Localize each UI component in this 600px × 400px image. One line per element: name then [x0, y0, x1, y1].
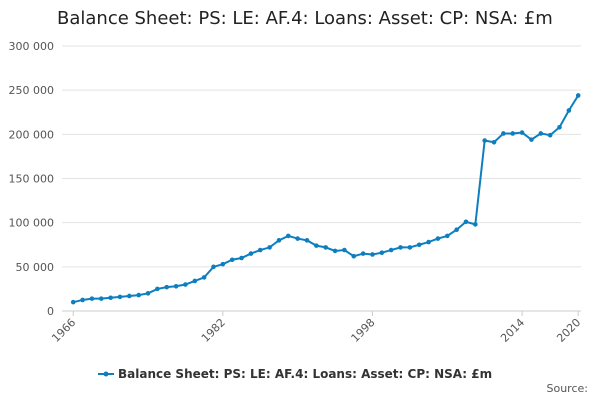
point — [332, 248, 338, 254]
point — [407, 245, 413, 250]
point — [201, 275, 207, 280]
point — [220, 261, 226, 267]
point — [444, 233, 450, 239]
point — [239, 255, 244, 261]
point — [566, 108, 572, 113]
point — [501, 131, 506, 136]
point — [127, 293, 132, 299]
y-tick-label: 150 000 — [9, 173, 55, 186]
x-tick-label: 1982 — [199, 316, 228, 345]
point — [192, 278, 198, 284]
point — [304, 238, 310, 243]
point — [211, 264, 216, 270]
point — [510, 131, 516, 136]
point — [351, 253, 357, 259]
point — [491, 139, 497, 145]
point — [145, 291, 151, 296]
point — [98, 296, 104, 301]
point — [323, 245, 329, 250]
point — [473, 222, 478, 227]
point — [248, 251, 254, 256]
x-tick-label: 2020 — [554, 316, 583, 345]
point — [454, 227, 459, 233]
point — [70, 299, 76, 305]
point — [519, 130, 525, 135]
y-tick-label: 0 — [47, 305, 54, 318]
y-tick-label: 250 000 — [9, 84, 55, 97]
point — [117, 294, 123, 300]
series-line — [72, 94, 580, 304]
point — [482, 138, 487, 143]
point — [229, 257, 235, 263]
y-tick-label: 100 000 — [9, 217, 55, 230]
y-tick-label: 50 000 — [16, 261, 55, 274]
point — [435, 236, 441, 241]
point — [538, 131, 544, 136]
point — [529, 137, 534, 142]
point — [370, 252, 375, 257]
point — [173, 283, 179, 289]
point — [557, 124, 562, 130]
y-tick-label: 200 000 — [9, 128, 55, 141]
point — [295, 236, 300, 241]
x-tick-label: 2014 — [498, 316, 527, 345]
point — [575, 93, 581, 98]
point — [379, 250, 385, 255]
point — [286, 233, 291, 239]
point — [388, 247, 394, 253]
point — [267, 245, 272, 250]
point — [164, 284, 170, 290]
chart-title: Balance Sheet: PS: LE: AF.4: Loans: Asse… — [57, 8, 553, 29]
legend-label: Balance Sheet: PS: LE: AF.4: Loans: Asse… — [118, 367, 492, 381]
point — [314, 243, 319, 248]
legend-marker — [103, 371, 109, 377]
point — [257, 247, 263, 253]
point — [80, 297, 85, 303]
point — [89, 296, 95, 301]
point — [342, 247, 347, 253]
point — [463, 219, 469, 225]
point — [136, 292, 141, 298]
point — [547, 132, 553, 138]
source-label: Source: — [547, 382, 589, 395]
x-tick-label: 1966 — [49, 316, 78, 345]
point — [416, 242, 422, 248]
point — [108, 295, 113, 301]
y-tick-label: 300 000 — [9, 40, 55, 53]
x-tick-label: 1998 — [349, 316, 378, 345]
point — [276, 238, 282, 243]
point — [398, 245, 403, 250]
point — [155, 286, 160, 292]
point — [426, 239, 431, 245]
point — [183, 282, 188, 287]
point — [360, 251, 366, 256]
